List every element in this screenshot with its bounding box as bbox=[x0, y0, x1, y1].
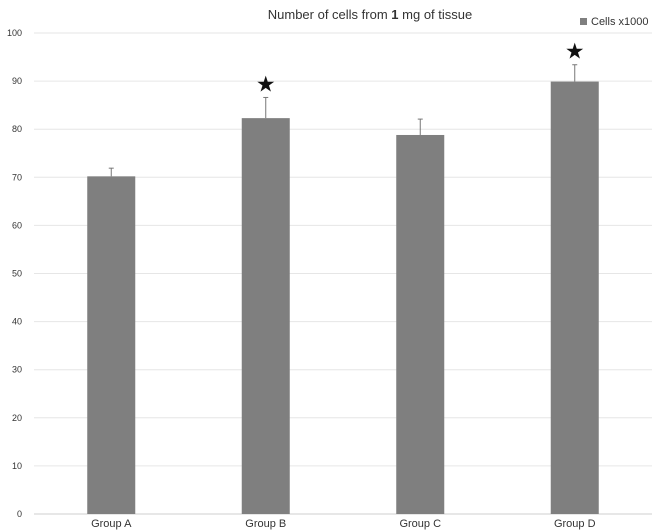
chart-title: Number of cells from 1 mg of tissue bbox=[268, 7, 472, 22]
bars bbox=[87, 81, 599, 515]
x-axis-ticks: Group A Group B Group C Group D bbox=[91, 518, 596, 530]
y-tick-label: 20 bbox=[12, 413, 22, 423]
chart-title-suffix: mg of tissue bbox=[399, 7, 473, 22]
legend-swatch bbox=[580, 18, 587, 25]
bar bbox=[550, 81, 599, 515]
y-tick-label: 60 bbox=[12, 220, 22, 230]
x-tick-label: Group B bbox=[245, 518, 286, 530]
y-axis-ticks: 0 10 20 30 40 50 60 70 80 90 100 bbox=[7, 28, 22, 519]
significance-markers: ★★ bbox=[256, 39, 585, 97]
y-tick-label: 70 bbox=[12, 172, 22, 182]
x-tick-label: Group D bbox=[554, 518, 596, 530]
bar bbox=[396, 134, 445, 515]
error-bars bbox=[108, 64, 578, 177]
y-tick-label: 80 bbox=[12, 124, 22, 134]
x-tick-label: Group A bbox=[91, 518, 132, 530]
y-tick-label: 0 bbox=[17, 509, 22, 519]
y-tick-label: 100 bbox=[7, 28, 22, 38]
y-tick-label: 10 bbox=[12, 461, 22, 471]
legend: Cells x1000 bbox=[580, 16, 648, 28]
significance-star: ★ bbox=[256, 71, 276, 96]
significance-star: ★ bbox=[565, 39, 585, 64]
legend-label: Cells x1000 bbox=[591, 16, 648, 28]
y-tick-label: 40 bbox=[12, 317, 22, 327]
x-tick-label: Group C bbox=[399, 518, 441, 530]
y-tick-label: 90 bbox=[12, 76, 22, 86]
y-tick-label: 30 bbox=[12, 365, 22, 375]
gridlines bbox=[34, 32, 652, 515]
chart-title-prefix: Number of cells from bbox=[268, 7, 392, 22]
bar bbox=[241, 118, 290, 515]
chart-title-bold: 1 bbox=[391, 7, 398, 22]
y-tick-label: 50 bbox=[12, 269, 22, 279]
bar bbox=[87, 176, 136, 514]
